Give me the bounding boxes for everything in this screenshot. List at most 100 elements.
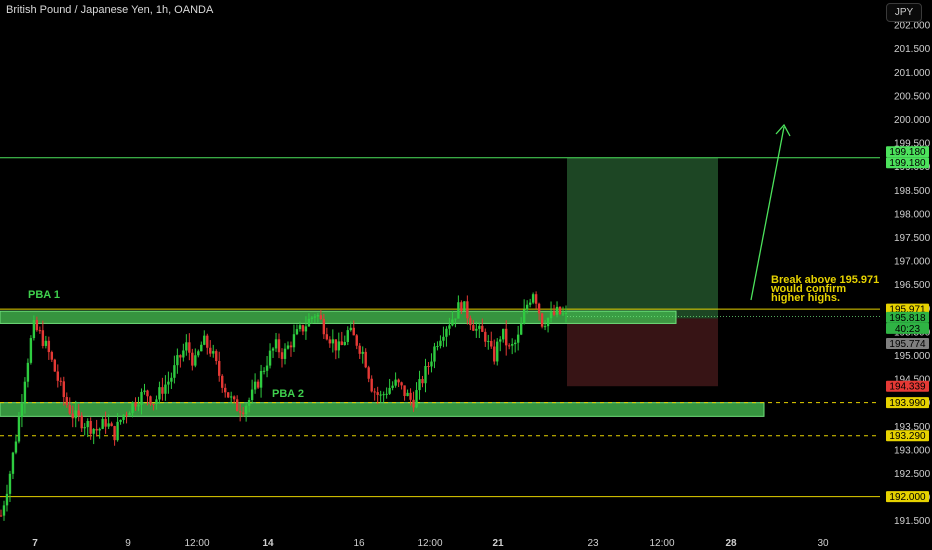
candle (155, 399, 158, 405)
candle (116, 421, 119, 441)
candle (454, 318, 457, 320)
candle (528, 302, 532, 305)
candle (209, 347, 212, 354)
candle (421, 379, 424, 384)
price-tick-label: 195.000 (894, 351, 931, 362)
candle (448, 325, 451, 329)
candle (499, 339, 502, 342)
candle (516, 334, 520, 343)
time-tick-label: 16 (353, 538, 365, 549)
candle (11, 452, 15, 474)
candle (38, 330, 42, 332)
candle (388, 387, 391, 394)
last-price-tag-bg (886, 311, 929, 323)
candle (496, 341, 499, 362)
candle (439, 340, 442, 346)
candle (0, 515, 3, 517)
candle (5, 493, 9, 506)
candle (313, 316, 317, 318)
price-tick-label: 197.500 (894, 233, 931, 244)
candle (143, 390, 146, 392)
candle (20, 403, 24, 418)
candle (352, 327, 355, 336)
candle (508, 345, 511, 347)
candle (412, 399, 415, 408)
candle (525, 304, 529, 310)
candle (173, 365, 176, 378)
support1-tag: 193.990 (886, 397, 929, 409)
candle (349, 327, 352, 331)
candle (442, 336, 445, 341)
candle (229, 396, 233, 398)
candle (466, 301, 469, 319)
last-price-tag: 195.818 (886, 311, 929, 324)
price-tick-label: 192.500 (894, 469, 931, 480)
candle (92, 428, 95, 434)
candle (2, 505, 6, 516)
candle (212, 351, 215, 354)
candle (361, 351, 364, 354)
target-tag-bg (886, 157, 929, 169)
currency-unit-button[interactable]: JPY (886, 3, 922, 22)
candle (358, 345, 361, 354)
candle (334, 339, 338, 351)
candle (101, 418, 104, 429)
candle (197, 351, 200, 356)
support3-tag: 192.000 (886, 491, 929, 503)
candle (427, 366, 430, 367)
candle (26, 362, 30, 382)
candle (8, 473, 12, 494)
time-axis[interactable]: 7 9 12:00 14 16 12:00 21 23 12:00 28 30 (0, 532, 880, 550)
entry-tag-bg (886, 337, 929, 349)
candle (397, 379, 400, 383)
candle (59, 380, 62, 382)
candle (510, 344, 514, 346)
candle (469, 318, 472, 326)
candle (436, 345, 439, 347)
candle (370, 378, 373, 392)
candle (134, 402, 137, 407)
candle (56, 371, 59, 381)
levels-layer (0, 157, 880, 498)
candle (77, 410, 80, 416)
stop-zone (567, 318, 718, 387)
price-axis[interactable]: 202.000 201.500 201.000 200.500 200.000 199.5… (880, 0, 932, 550)
countdown-tag-text: 40:23 (895, 324, 920, 335)
price-tick-label: 198.500 (894, 186, 931, 197)
candle (513, 342, 517, 345)
candle (406, 392, 409, 397)
time-tick-label: 28 (725, 538, 737, 549)
candle (564, 312, 568, 314)
candle (537, 303, 541, 314)
candle (125, 414, 128, 416)
candle (367, 367, 370, 379)
candle (286, 345, 290, 349)
support1-tag-bg (886, 397, 929, 409)
candle (241, 412, 245, 415)
candle (170, 377, 173, 382)
candle (418, 379, 421, 391)
target-tag: 199.180 (886, 157, 929, 169)
candle (457, 302, 460, 319)
candle (110, 423, 113, 427)
candle (534, 294, 538, 304)
candle (316, 315, 320, 317)
support2-tag-text: 193.290 (889, 431, 926, 442)
price-tick-label: 201.500 (894, 44, 931, 55)
time-tick-label: 9 (125, 538, 131, 549)
candle (268, 350, 272, 366)
countdown-tag-bg (886, 322, 929, 334)
candle (176, 355, 179, 366)
target-zone (567, 157, 718, 319)
candle (44, 340, 48, 346)
pba2-label: PBA 2 (272, 388, 304, 400)
candle (424, 366, 427, 384)
candle (23, 381, 27, 404)
candle (430, 361, 433, 367)
candle (179, 355, 182, 358)
candle (460, 302, 463, 311)
candle (41, 330, 45, 346)
candle (32, 320, 36, 339)
candle (274, 339, 278, 349)
